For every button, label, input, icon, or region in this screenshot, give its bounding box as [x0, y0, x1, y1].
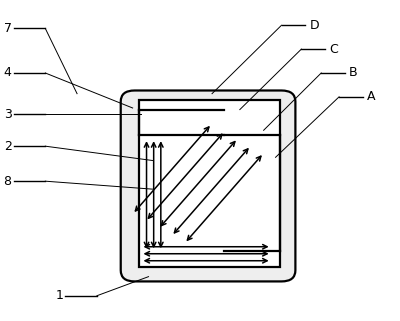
- Text: C: C: [329, 43, 338, 56]
- Text: 8: 8: [4, 175, 12, 188]
- Text: 4: 4: [4, 66, 12, 80]
- Text: 7: 7: [4, 22, 12, 35]
- Text: D: D: [309, 19, 319, 32]
- Text: 1: 1: [55, 289, 63, 302]
- Bar: [138, 100, 280, 267]
- Text: 2: 2: [4, 140, 12, 153]
- FancyBboxPatch shape: [121, 91, 295, 282]
- Text: A: A: [367, 90, 375, 103]
- Text: B: B: [349, 66, 358, 80]
- Text: 3: 3: [4, 108, 12, 121]
